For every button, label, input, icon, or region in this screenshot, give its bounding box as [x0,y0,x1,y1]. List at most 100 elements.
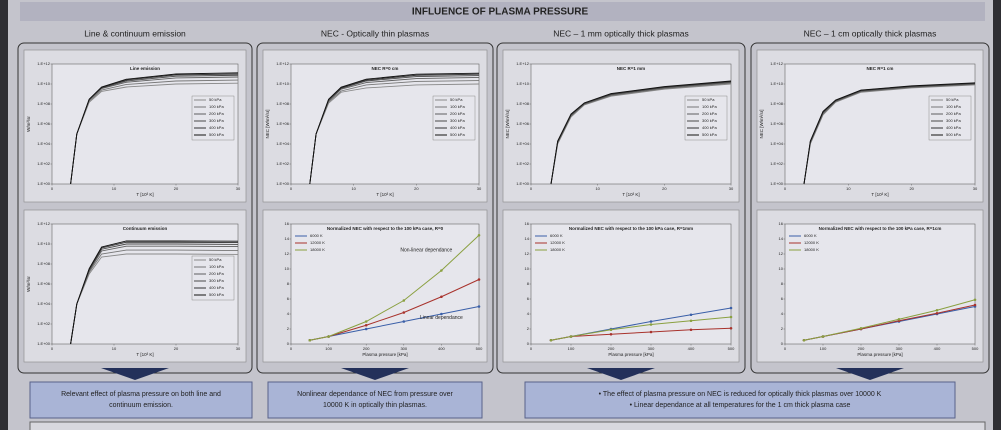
x-tick-label: 500 [728,346,735,351]
y-tick-label: 1.E+04 [770,141,784,146]
y-tick-label: 1.E+06 [770,121,784,126]
x-tick-label: 400 [688,346,695,351]
data-point [897,317,901,321]
data-point [402,299,406,302]
x-tick-label: 10 [846,186,851,191]
legend-label: 6000 K [310,233,323,238]
data-point [649,320,653,323]
data-point [649,330,653,334]
x-tick-label: 300 [648,346,655,351]
legend-label: 200 kPa [209,271,224,276]
legend-label: 400 kPa [450,125,465,130]
x-tick-label: 500 [972,346,979,351]
x-tick-label: 300 [896,346,903,351]
series-line [70,72,239,185]
x-tick-label: 10 [351,186,356,191]
y-tick-label: 1.E+12 [276,61,290,66]
legend-label: 100 kPa [946,104,961,109]
y-tick-label: 1.E+08 [516,101,530,106]
y-tick-label: 1.E+06 [516,121,530,126]
caption-box [267,381,483,419]
x-axis-label: T [10³ K] [136,352,153,357]
x-tick-label: 30 [236,346,241,351]
legend-label: 18000 K [310,247,325,252]
data-point [402,320,406,323]
x-tick-label: 30 [477,186,482,191]
data-point [821,335,825,338]
legend-label: 100 kPa [209,264,224,269]
y-tick-label: 1.E+00 [37,181,51,186]
data-point [802,338,806,342]
y-tick-label: 1.E+02 [37,321,51,326]
x-axis-label: Plasma pressure [kPa] [608,352,653,357]
series-line [803,299,976,341]
poster-title: INFLUENCE OF PLASMA PRESSURE [412,7,589,18]
y-tick-label: 1.E+04 [37,141,51,146]
x-tick-label: 20 [662,186,667,191]
panel-heading: NEC - Optically thin plasmas [321,28,429,38]
caption-line: • Linear dependance at all temperatures … [630,402,851,409]
series-line [550,316,732,341]
legend-label: 18000 K [804,247,819,252]
series-line [550,80,732,185]
chart-title: NEC R=0 cm [372,66,399,71]
legend-label: 6000 K [804,233,817,238]
legend-label: 500 kPa [946,132,961,137]
x-tick-label: 200 [858,346,865,351]
legend-box [191,255,235,301]
legend-label: 100 kPa [702,104,717,109]
legend-label: 300 kPa [450,118,465,123]
legend-label: 500 kPa [209,132,224,137]
legend-label: 400 kPa [702,125,717,130]
x-tick-label: 100 [568,346,575,351]
y-tick-label: 2 [781,326,784,331]
series-line [70,240,239,345]
y-tick-label: 14 [525,236,530,241]
x-tick-label: 10 [595,186,600,191]
legend-label: 12000 K [310,240,325,245]
legend-box [432,95,476,141]
legend-label: 500 kPa [209,292,224,297]
y-tick-label: 2 [287,326,290,331]
y-tick-label: 1.E+08 [770,101,784,106]
caption-line: • The effect of plasma pressure on NEC i… [599,391,882,398]
x-tick-label: 400 [438,346,445,351]
y-tick-label: 0 [287,341,290,346]
x-axis-label: T [10³ K] [871,192,888,197]
x-tick-label: 300 [400,346,407,351]
chart-title: NEC R=1 cm [867,66,894,71]
y-tick-label: 1.E+06 [37,281,51,286]
y-tick-label: 16 [285,221,290,226]
legend-label: 6000 K [550,233,563,238]
arrow [101,368,169,380]
x-tick-label: 100 [820,346,827,351]
legend-label: 400 kPa [209,125,224,130]
legend-label: 300 kPa [946,118,961,123]
y-tick-label: 12 [779,251,784,256]
x-axis-label: T [10³ K] [376,192,393,197]
x-tick-label: 0 [290,346,293,351]
y-tick-label: 1.E+08 [37,261,51,266]
data-point [308,338,312,342]
x-tick-label: 30 [236,186,241,191]
chart-title: Normalized NEC with respect to the 100 k… [569,226,693,231]
chart-title: Line emission [130,66,160,71]
series-line [309,234,480,341]
y-tick-label: 1.E+06 [37,121,51,126]
data-point [440,269,443,272]
data-point [364,327,368,331]
x-tick-label: 0 [530,186,533,191]
y-tick-label: 12 [285,251,290,256]
caption-line: continuum emission. [109,402,173,409]
legend-label: 50 kPa [946,97,959,102]
y-tick-label: 8 [781,281,784,286]
data-point [440,312,443,316]
legend-label: 18000 K [550,247,565,252]
data-point [973,303,977,307]
legend-box [787,232,829,255]
y-tick-label: 1.E+00 [516,181,530,186]
y-tick-label: 1.E+10 [276,81,290,86]
y-tick-label: 10 [285,266,290,271]
y-tick-label: 2 [527,326,530,331]
